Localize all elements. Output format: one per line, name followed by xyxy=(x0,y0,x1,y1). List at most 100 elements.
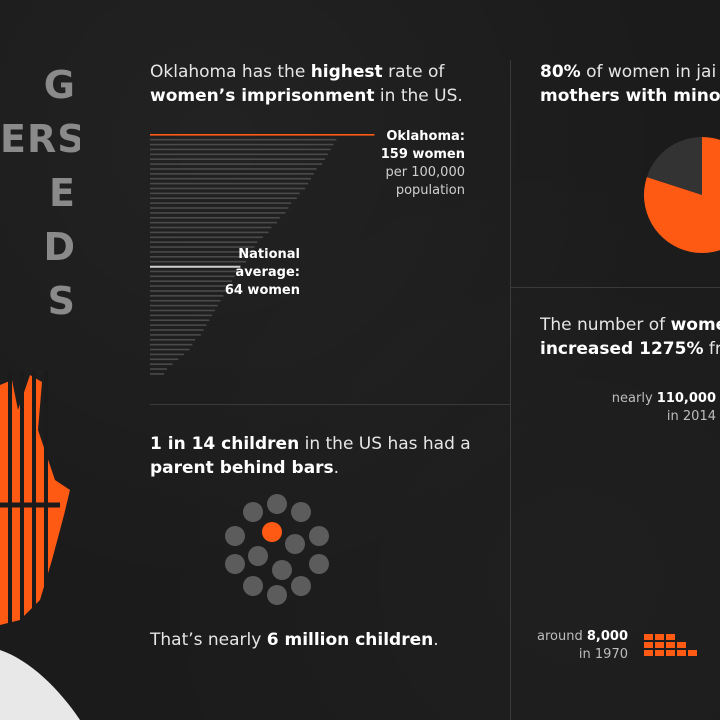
divider-horizontal-left xyxy=(150,404,510,405)
oklahoma-unit: population xyxy=(395,183,465,198)
dot xyxy=(243,502,263,522)
section2-heading: 80% of women in jai mothers with minor c xyxy=(540,60,720,108)
text: . xyxy=(433,630,439,650)
oklahoma-label: Oklahoma: 159 women per 100,000 populati… xyxy=(380,128,465,200)
divider-vertical xyxy=(510,60,511,720)
bar xyxy=(150,260,246,263)
section4-heading: The number of women increased 1275% from xyxy=(540,313,720,361)
bar xyxy=(150,138,337,141)
block xyxy=(655,634,664,640)
text: in the US has had a xyxy=(299,434,471,454)
bar xyxy=(150,270,238,273)
national-average-label: National average: 64 women xyxy=(215,246,300,300)
emphasis: increased 1275% xyxy=(540,339,704,359)
bar xyxy=(150,348,190,351)
bar xyxy=(150,192,300,195)
emphasis: women xyxy=(670,315,720,335)
dot xyxy=(267,494,287,514)
block xyxy=(644,642,653,648)
bar xyxy=(150,285,230,287)
national-value: 64 women xyxy=(224,283,300,298)
bar xyxy=(150,148,331,151)
text: . xyxy=(333,458,340,478)
year: in 2014 xyxy=(666,409,716,424)
national-name: average: xyxy=(235,265,300,280)
dot xyxy=(291,502,311,522)
oklahoma-unit: per 100,000 xyxy=(385,165,466,180)
bar xyxy=(150,251,252,253)
text: rate of xyxy=(382,62,445,82)
bar xyxy=(150,143,334,146)
bar xyxy=(150,163,323,165)
dot-highlight xyxy=(262,522,282,542)
block xyxy=(644,634,653,640)
bar xyxy=(150,168,317,170)
bar xyxy=(150,212,286,214)
label-1970: around 8,000 in 1970 xyxy=(530,628,628,664)
bar xyxy=(150,207,289,209)
bar xyxy=(150,182,309,185)
blocks-1970 xyxy=(644,634,697,656)
title-line: ERS xyxy=(0,117,80,161)
value: 110,000 xyxy=(656,391,716,406)
bar xyxy=(150,343,193,346)
year: in 1970 xyxy=(578,647,628,662)
state-rate-bar-chart xyxy=(150,134,375,375)
bar xyxy=(150,299,221,302)
bar xyxy=(150,226,272,229)
text: from xyxy=(708,339,720,359)
bar xyxy=(150,275,235,278)
value: 8,000 xyxy=(586,629,628,644)
bar xyxy=(150,246,255,248)
bar xyxy=(150,256,249,258)
bar xyxy=(150,363,173,365)
dot xyxy=(225,554,245,574)
pie-slice-other xyxy=(646,137,702,195)
text: That’s nearly xyxy=(150,630,267,650)
national-name: National xyxy=(238,247,300,262)
bar xyxy=(150,314,213,317)
dot xyxy=(272,560,292,580)
title-line: D xyxy=(43,225,76,269)
bar xyxy=(150,358,179,361)
text: in the US. xyxy=(374,86,463,106)
section1-heading: Oklahoma has the highest rate of women’s… xyxy=(150,60,490,108)
block xyxy=(655,650,664,656)
dot xyxy=(309,526,329,546)
title-line: S xyxy=(47,279,76,323)
percentage: 80% xyxy=(540,62,581,82)
oklahoma-value: 159 women xyxy=(380,147,465,162)
dot xyxy=(225,526,245,546)
text: of women in jai xyxy=(580,62,717,82)
block xyxy=(666,634,675,640)
divider-horizontal-right xyxy=(510,287,720,288)
oklahoma-name: Oklahoma: xyxy=(386,129,465,144)
label-2014: nearly 110,000 in 2014 xyxy=(600,390,716,426)
emphasis: mothers with minor c xyxy=(540,86,720,106)
block xyxy=(688,650,697,656)
bar-national-average xyxy=(150,265,241,268)
bar xyxy=(150,231,269,234)
bar xyxy=(150,329,204,331)
bar xyxy=(150,236,263,239)
emphasis: 6 million children xyxy=(266,630,434,650)
section3-heading: 1 in 14 children in the US has had a par… xyxy=(150,432,490,480)
bar xyxy=(150,338,196,341)
bar xyxy=(150,368,167,370)
bar xyxy=(150,241,258,243)
dot xyxy=(248,546,268,566)
bar xyxy=(150,158,326,160)
dot xyxy=(285,534,305,554)
mothers-pie-chart xyxy=(644,137,720,253)
title-line: E xyxy=(49,171,76,215)
bar xyxy=(150,353,184,356)
bar xyxy=(150,373,165,375)
bar xyxy=(150,177,311,180)
bar xyxy=(150,309,215,312)
block xyxy=(677,650,686,656)
children-dot-cluster xyxy=(225,494,329,605)
text: Oklahoma has the xyxy=(150,62,311,82)
block xyxy=(666,650,675,656)
dot xyxy=(243,576,263,596)
bar xyxy=(150,197,297,200)
